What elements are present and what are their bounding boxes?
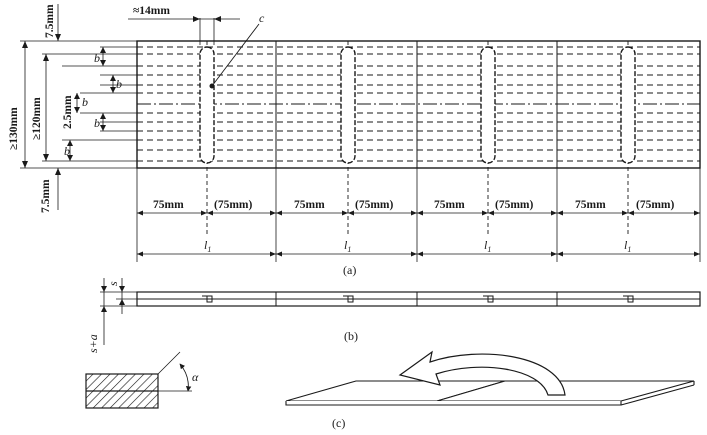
angle-alpha-label: α <box>192 370 199 384</box>
strip-b-label-5: b <box>64 144 70 158</box>
seg-dim-2: 75mm <box>294 199 325 211</box>
slot-4 <box>620 46 636 164</box>
outer-height-label: ≥130mm <box>8 107 20 150</box>
top-edge-label: 7.5mm <box>44 4 56 38</box>
slot-1 <box>199 46 215 164</box>
segment-division-lines <box>275 41 558 168</box>
slot-2 <box>340 46 356 164</box>
length-l1-label-2: l1 <box>344 238 351 254</box>
left-dimension-arrows <box>22 34 116 175</box>
slot-holes <box>199 46 636 164</box>
length-l1-label-4: l1 <box>624 238 631 254</box>
fold-direction-arrow <box>398 350 566 396</box>
figure-b-caption: (b) <box>344 329 358 343</box>
callout-c: c <box>209 11 265 89</box>
center-gap-label: 2.5mm <box>62 95 74 129</box>
callout-c-label: c <box>259 11 265 25</box>
side-weld-marks <box>202 295 634 303</box>
seg-dim-4: 75mm <box>575 199 606 211</box>
seg-dim-paren-1: (75mm) <box>214 199 252 211</box>
thickness-s-label: s <box>106 281 120 286</box>
strip-b-label-4: b <box>94 116 100 130</box>
strip-b-label-1: b <box>94 51 100 65</box>
strip-b-label-3: b <box>82 95 88 109</box>
seg-dim-3: 75mm <box>434 199 465 211</box>
seg-dim-paren-4: (75mm) <box>636 199 674 211</box>
figure-c-caption: (c) <box>332 416 345 430</box>
slot-center-lines <box>206 41 629 235</box>
inner-height-label: ≥120mm <box>31 97 43 140</box>
length-l1-label-1: l1 <box>204 238 211 254</box>
seg-dim-1: 75mm <box>153 199 184 211</box>
strip-dashed-lines <box>137 46 700 162</box>
left-dimensions <box>20 4 137 210</box>
bend-plates <box>285 380 695 406</box>
bevel-angle-arc <box>179 363 192 392</box>
slot-3 <box>480 46 496 164</box>
slot-width-label: ≈14mm <box>133 5 170 17</box>
strip-b-label-2: b <box>116 77 122 91</box>
figure-c: α (c) <box>85 350 695 430</box>
length-l1-label-3: l1 <box>484 238 491 254</box>
bottom-edge-label: 7.5mm <box>40 179 52 213</box>
bottom-dimension-arrows <box>137 210 700 257</box>
figure-a: ≈14mm c <box>8 4 701 277</box>
seg-dim-paren-3: (75mm) <box>495 199 533 211</box>
bottom-dimension-lines <box>136 168 701 262</box>
figure-b: s s+a (b) <box>86 278 701 353</box>
figure-a-caption: (a) <box>343 263 356 277</box>
slot-width-dimension: ≈14mm <box>128 5 240 45</box>
seg-dim-paren-2: (75mm) <box>355 199 393 211</box>
thickness-s-plus-a-label: s+a <box>86 334 100 353</box>
